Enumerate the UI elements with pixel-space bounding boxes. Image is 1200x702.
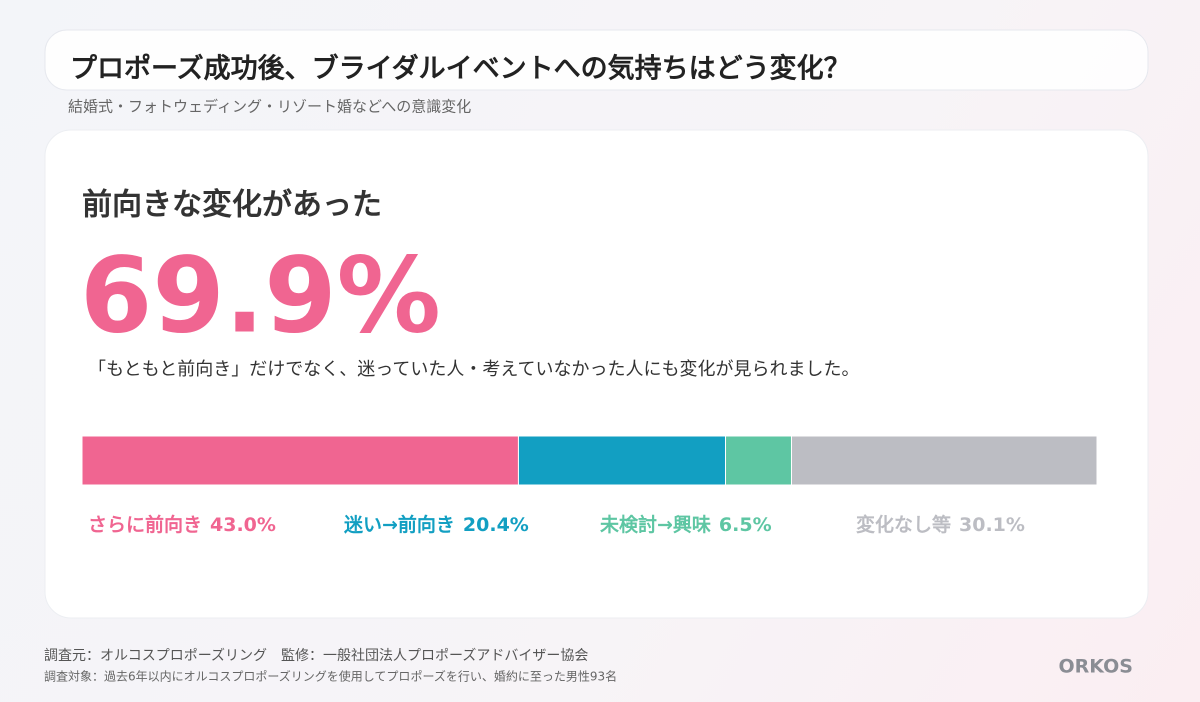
brand: ORKOS	[1059, 656, 1134, 678]
caption: 「もともと前向き」だけでなく、迷っていた人・考えていなかった人にも変化が見られま…	[88, 359, 859, 380]
note: 調査対象：過去6年以内にオルコスプロポーズリングを使用してプロポーズを行い、婚約…	[44, 669, 617, 684]
highlight: 69.9%	[80, 234, 441, 356]
legend-value: 6.5%	[719, 514, 772, 536]
legend-entry: 未検討→興味 6.5%	[599, 513, 772, 536]
title-card	[44, 29, 1149, 91]
title: プロポーズ成功後、ブライダルイベントへの気持ちはどう変化？	[70, 53, 851, 85]
legend-entry: 迷い→前向き 20.4%	[343, 513, 529, 536]
stacked-bar	[81, 435, 1098, 486]
bar-segment	[790, 435, 1098, 486]
source: 調査元：オルコスプロポーズリング 監修：一般社団法人プロポーズアドバイザー協会	[44, 647, 588, 664]
legend-entry: さらに前向き 43.0%	[88, 513, 276, 536]
bar-segment	[725, 435, 792, 486]
legend-value: 43.0%	[210, 514, 276, 536]
subtitle: 結婚式・フォトウェディング・リゾート婚などへの意識変化	[68, 98, 471, 116]
legend-entry: 変化なし等 30.1%	[856, 513, 1025, 536]
legend-value: 20.4%	[463, 514, 529, 536]
legend-name: 迷い→前向き	[343, 513, 455, 536]
legend: さらに前向き 43.0% 迷い→前向き 20.4% 未検討→興味 6.5% 変化なし等 30.…	[88, 513, 1025, 536]
bar-segment	[81, 435, 519, 486]
heading: 前向きな変化があった	[82, 188, 382, 223]
legend-value: 30.1%	[959, 514, 1025, 536]
legend-name: 変化なし等	[856, 513, 951, 536]
legend-name: 未検討→興味	[599, 513, 711, 536]
bar-segment	[517, 435, 727, 486]
legend-name: さらに前向き	[88, 513, 202, 536]
main-card	[44, 129, 1149, 619]
